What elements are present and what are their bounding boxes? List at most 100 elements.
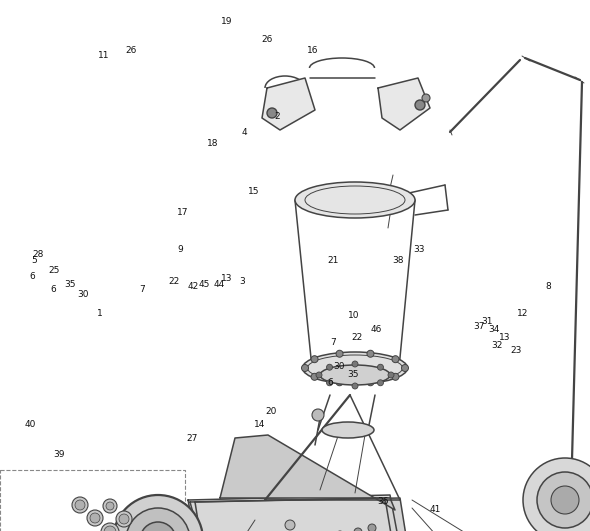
Circle shape <box>422 94 430 102</box>
Text: 3: 3 <box>239 277 245 286</box>
Circle shape <box>378 364 384 370</box>
Text: 45: 45 <box>199 280 211 288</box>
Circle shape <box>90 513 100 523</box>
Text: 30: 30 <box>333 362 345 371</box>
Circle shape <box>537 472 590 528</box>
Circle shape <box>285 520 295 530</box>
Text: 40: 40 <box>25 421 37 429</box>
Circle shape <box>354 528 362 531</box>
Circle shape <box>392 356 399 363</box>
Circle shape <box>367 379 374 386</box>
Text: 6: 6 <box>50 285 56 294</box>
Text: 13: 13 <box>221 275 233 283</box>
Circle shape <box>388 372 394 378</box>
Text: 6: 6 <box>327 378 333 387</box>
Text: 1: 1 <box>97 309 103 318</box>
Text: 20: 20 <box>266 407 277 416</box>
Text: 10: 10 <box>348 312 360 320</box>
Circle shape <box>87 510 103 526</box>
Text: 18: 18 <box>206 139 218 148</box>
Text: 4: 4 <box>242 129 248 137</box>
Text: 26: 26 <box>261 36 273 44</box>
Circle shape <box>523 458 590 531</box>
Ellipse shape <box>320 365 390 385</box>
Text: 23: 23 <box>510 346 522 355</box>
Circle shape <box>551 486 579 514</box>
Circle shape <box>368 524 376 531</box>
Text: 21: 21 <box>327 256 339 264</box>
Polygon shape <box>262 78 315 130</box>
Text: 34: 34 <box>489 325 500 333</box>
Ellipse shape <box>322 422 374 438</box>
Text: 36: 36 <box>378 498 389 506</box>
Text: 11: 11 <box>97 52 109 60</box>
Circle shape <box>113 495 203 531</box>
Polygon shape <box>220 435 395 510</box>
Circle shape <box>311 373 318 380</box>
Circle shape <box>106 502 114 510</box>
Ellipse shape <box>295 182 415 218</box>
Circle shape <box>402 364 408 372</box>
Text: 44: 44 <box>214 280 225 288</box>
Text: 33: 33 <box>413 245 425 254</box>
Circle shape <box>140 522 176 531</box>
Text: 26: 26 <box>125 46 137 55</box>
Circle shape <box>75 500 85 510</box>
Circle shape <box>367 350 374 357</box>
Circle shape <box>301 364 309 372</box>
Circle shape <box>326 380 333 386</box>
Text: 35: 35 <box>64 280 76 288</box>
Text: 13: 13 <box>499 333 510 341</box>
Circle shape <box>336 379 343 386</box>
Polygon shape <box>190 498 400 531</box>
Circle shape <box>72 497 88 513</box>
Text: 16: 16 <box>307 46 319 55</box>
Text: 5: 5 <box>31 256 37 264</box>
Circle shape <box>119 514 129 524</box>
Text: 6: 6 <box>30 272 35 280</box>
Polygon shape <box>378 78 430 130</box>
Text: 7: 7 <box>330 338 336 347</box>
Ellipse shape <box>303 352 408 384</box>
Text: 14: 14 <box>254 421 266 429</box>
Text: 38: 38 <box>392 256 404 264</box>
Text: 42: 42 <box>188 282 199 291</box>
Polygon shape <box>195 498 415 531</box>
Circle shape <box>336 350 343 357</box>
Circle shape <box>378 380 384 386</box>
Text: 17: 17 <box>177 208 189 217</box>
Circle shape <box>104 526 116 531</box>
Circle shape <box>326 364 333 370</box>
Text: 28: 28 <box>32 251 44 259</box>
Text: 15: 15 <box>248 187 260 195</box>
Text: 32: 32 <box>491 341 503 349</box>
Circle shape <box>352 383 358 389</box>
Circle shape <box>101 523 119 531</box>
Text: 19: 19 <box>221 17 233 25</box>
Text: 22: 22 <box>351 333 363 341</box>
Text: 35: 35 <box>347 370 359 379</box>
Text: 7: 7 <box>139 285 145 294</box>
Circle shape <box>392 373 399 380</box>
Text: 31: 31 <box>481 317 493 326</box>
Text: 12: 12 <box>516 309 528 318</box>
Text: 37: 37 <box>473 322 485 331</box>
Text: 9: 9 <box>177 245 183 254</box>
Text: 25: 25 <box>48 267 60 275</box>
Circle shape <box>311 356 318 363</box>
Circle shape <box>352 361 358 367</box>
Text: 8: 8 <box>546 282 552 291</box>
Circle shape <box>103 499 117 513</box>
Circle shape <box>267 108 277 118</box>
Circle shape <box>312 409 324 421</box>
Text: 2: 2 <box>274 113 280 121</box>
Circle shape <box>316 372 322 378</box>
Text: 27: 27 <box>186 434 198 442</box>
Text: 39: 39 <box>53 450 65 458</box>
Circle shape <box>126 508 190 531</box>
Text: 41: 41 <box>430 506 441 514</box>
Text: 22: 22 <box>168 277 180 286</box>
Circle shape <box>116 511 132 527</box>
Text: 30: 30 <box>77 290 88 299</box>
Circle shape <box>415 100 425 110</box>
